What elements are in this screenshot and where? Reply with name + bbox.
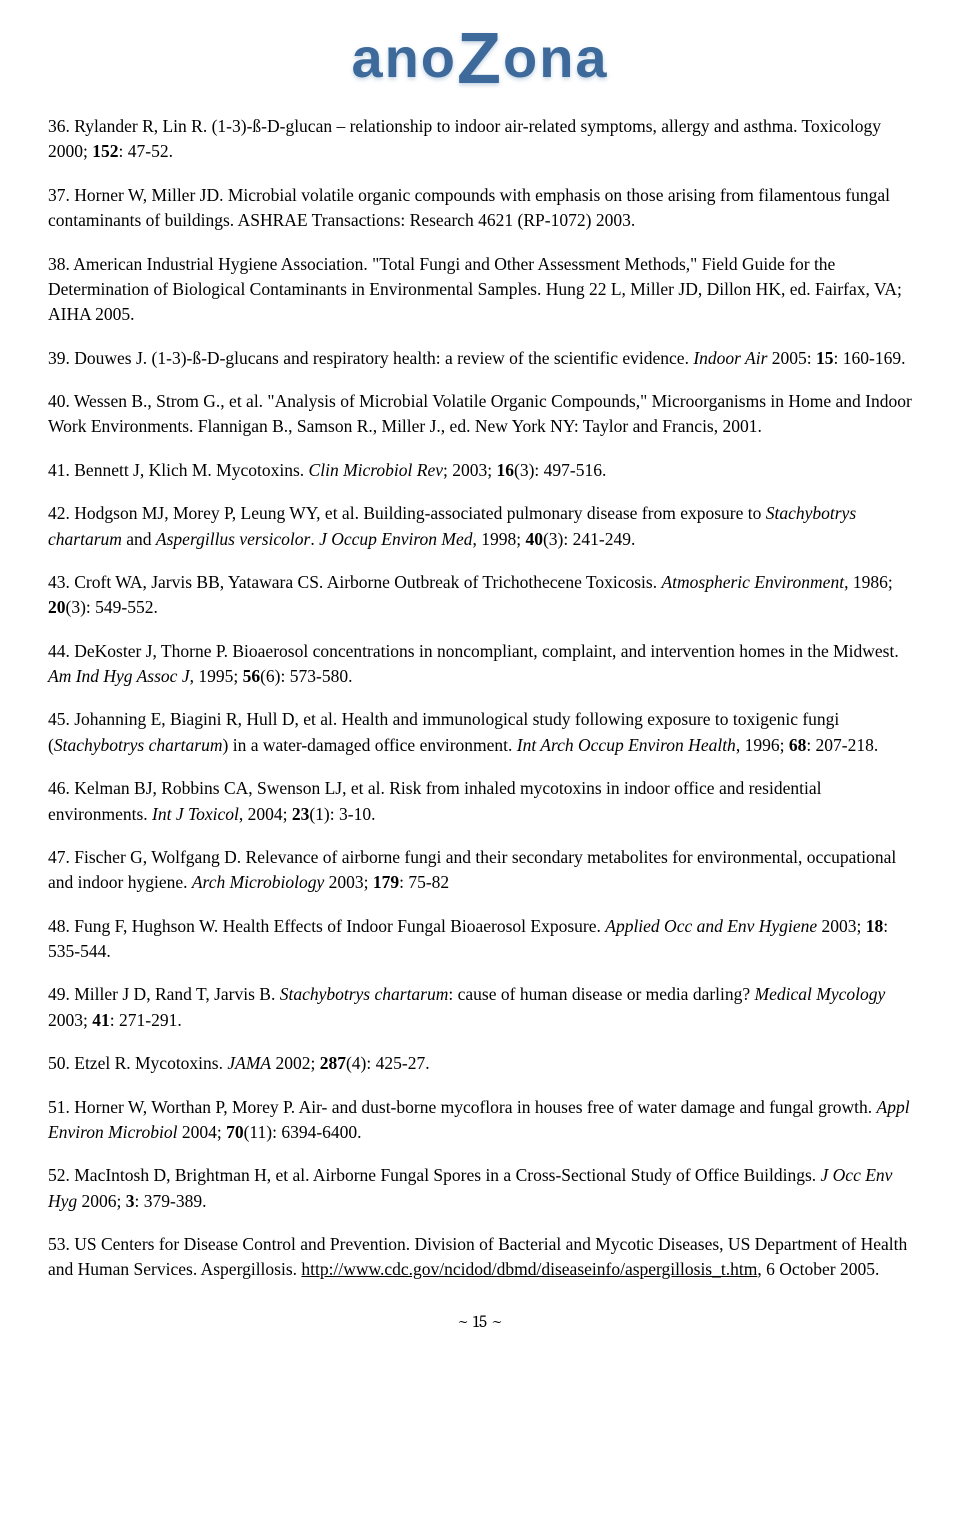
reference-53: 53. US Centers for Disease Control and P… <box>48 1232 912 1283</box>
reference-50: 50. Etzel R. Mycotoxins. JAMA 2002; 287(… <box>48 1051 912 1076</box>
reference-44: 44. DeKoster J, Thorne P. Bioaerosol con… <box>48 639 912 690</box>
reference-39: 39. Douwes J. (1-3)-ß-D-glucans and resp… <box>48 346 912 371</box>
reference-40: 40. Wessen B., Strom G., et al. "Analysi… <box>48 389 912 440</box>
logo-text-1: ano <box>351 26 457 89</box>
logo-container: anoZona <box>48 0 912 114</box>
reference-45: 45. Johanning E, Biagini R, Hull D, et a… <box>48 707 912 758</box>
reference-52: 52. MacIntosh D, Brightman H, et al. Air… <box>48 1163 912 1214</box>
reference-46: 46. Kelman BJ, Robbins CA, Swenson LJ, e… <box>48 776 912 827</box>
logo-text-2: ona <box>503 26 609 89</box>
reference-42: 42. Hodgson MJ, Morey P, Leung WY, et al… <box>48 501 912 552</box>
page-number: ~ 15 ~ <box>48 1313 912 1332</box>
reference-48: 48. Fung F, Hughson W. Health Effects of… <box>48 914 912 965</box>
reference-36: 36. Rylander R, Lin R. (1-3)-ß-D-glucan … <box>48 114 912 165</box>
logo-text-mid: Z <box>457 19 503 99</box>
reference-43: 43. Croft WA, Jarvis BB, Yatawara CS. Ai… <box>48 570 912 621</box>
site-logo: anoZona <box>351 12 608 94</box>
reference-47: 47. Fischer G, Wolfgang D. Relevance of … <box>48 845 912 896</box>
reference-51: 51. Horner W, Worthan P, Morey P. Air- a… <box>48 1095 912 1146</box>
reference-41: 41. Bennett J, Klich M. Mycotoxins. Clin… <box>48 458 912 483</box>
reference-38: 38. American Industrial Hygiene Associat… <box>48 252 912 328</box>
reference-49: 49. Miller J D, Rand T, Jarvis B. Stachy… <box>48 982 912 1033</box>
document-page: anoZona 36. Rylander R, Lin R. (1-3)-ß-D… <box>0 0 960 1372</box>
reference-37: 37. Horner W, Miller JD. Microbial volat… <box>48 183 912 234</box>
